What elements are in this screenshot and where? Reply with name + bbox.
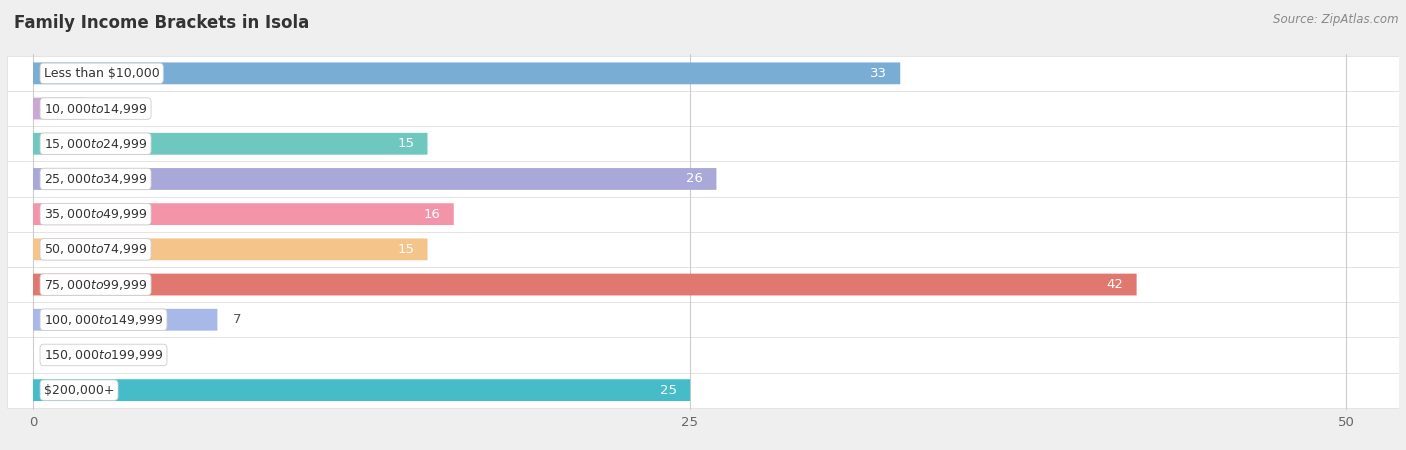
FancyBboxPatch shape bbox=[32, 63, 900, 84]
FancyBboxPatch shape bbox=[7, 373, 1399, 408]
Text: $25,000 to $34,999: $25,000 to $34,999 bbox=[44, 172, 148, 186]
FancyBboxPatch shape bbox=[32, 238, 427, 260]
Text: Family Income Brackets in Isola: Family Income Brackets in Isola bbox=[14, 14, 309, 32]
Text: 16: 16 bbox=[423, 207, 440, 220]
Text: $100,000 to $149,999: $100,000 to $149,999 bbox=[44, 313, 163, 327]
Text: Source: ZipAtlas.com: Source: ZipAtlas.com bbox=[1274, 14, 1399, 27]
FancyBboxPatch shape bbox=[7, 197, 1399, 232]
Text: 0: 0 bbox=[49, 348, 58, 361]
Text: 33: 33 bbox=[870, 67, 887, 80]
Text: $75,000 to $99,999: $75,000 to $99,999 bbox=[44, 278, 148, 292]
FancyBboxPatch shape bbox=[7, 91, 1399, 126]
FancyBboxPatch shape bbox=[32, 309, 218, 331]
Text: $50,000 to $74,999: $50,000 to $74,999 bbox=[44, 243, 148, 256]
FancyBboxPatch shape bbox=[7, 338, 1399, 373]
FancyBboxPatch shape bbox=[32, 203, 454, 225]
Text: 7: 7 bbox=[233, 313, 242, 326]
Text: 15: 15 bbox=[396, 243, 415, 256]
FancyBboxPatch shape bbox=[32, 274, 1136, 296]
Text: 26: 26 bbox=[686, 172, 703, 185]
FancyBboxPatch shape bbox=[7, 126, 1399, 162]
FancyBboxPatch shape bbox=[7, 232, 1399, 267]
Text: $150,000 to $199,999: $150,000 to $199,999 bbox=[44, 348, 163, 362]
FancyBboxPatch shape bbox=[32, 168, 717, 190]
Text: $35,000 to $49,999: $35,000 to $49,999 bbox=[44, 207, 148, 221]
FancyBboxPatch shape bbox=[7, 56, 1399, 91]
FancyBboxPatch shape bbox=[7, 302, 1399, 338]
FancyBboxPatch shape bbox=[32, 98, 86, 119]
FancyBboxPatch shape bbox=[7, 267, 1399, 302]
Text: 15: 15 bbox=[396, 137, 415, 150]
Text: $15,000 to $24,999: $15,000 to $24,999 bbox=[44, 137, 148, 151]
FancyBboxPatch shape bbox=[32, 133, 427, 155]
Text: 2: 2 bbox=[101, 102, 110, 115]
Text: 42: 42 bbox=[1107, 278, 1123, 291]
Text: $200,000+: $200,000+ bbox=[44, 384, 114, 396]
FancyBboxPatch shape bbox=[7, 162, 1399, 197]
FancyBboxPatch shape bbox=[32, 379, 690, 401]
Text: Less than $10,000: Less than $10,000 bbox=[44, 67, 159, 80]
Text: $10,000 to $14,999: $10,000 to $14,999 bbox=[44, 102, 148, 116]
Text: 25: 25 bbox=[659, 384, 676, 396]
